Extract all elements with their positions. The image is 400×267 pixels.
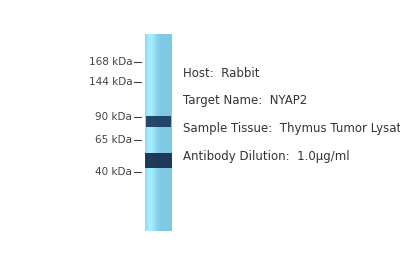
Text: 65 kDa: 65 kDa xyxy=(95,135,132,145)
Bar xyxy=(150,34,151,231)
Bar xyxy=(149,34,150,231)
Bar xyxy=(159,34,160,231)
Bar xyxy=(165,34,166,231)
Bar xyxy=(152,34,153,231)
Bar xyxy=(171,34,172,231)
Text: Host:  Rabbit: Host: Rabbit xyxy=(183,67,260,80)
Bar xyxy=(161,34,162,231)
Bar xyxy=(168,34,169,231)
Bar xyxy=(145,34,146,231)
Text: Target Name:  NYAP2: Target Name: NYAP2 xyxy=(183,95,308,107)
Bar xyxy=(155,34,156,231)
Bar xyxy=(158,34,159,231)
Bar xyxy=(146,153,172,168)
Bar xyxy=(144,34,145,231)
Bar xyxy=(162,34,163,231)
Bar xyxy=(154,34,155,231)
Bar xyxy=(164,34,165,231)
Bar xyxy=(163,34,164,231)
Bar xyxy=(151,34,152,231)
Bar xyxy=(170,34,171,231)
Bar xyxy=(148,34,149,231)
Bar xyxy=(156,34,157,231)
Text: Antibody Dilution:  1.0μg/ml: Antibody Dilution: 1.0μg/ml xyxy=(183,150,350,163)
Text: 40 kDa: 40 kDa xyxy=(95,167,132,177)
Bar xyxy=(147,34,148,231)
Bar xyxy=(146,116,171,127)
Bar xyxy=(160,34,161,231)
Bar xyxy=(157,34,158,231)
Text: 90 kDa: 90 kDa xyxy=(95,112,132,122)
Bar xyxy=(146,34,147,231)
Bar xyxy=(144,34,172,231)
Bar xyxy=(167,34,168,231)
Bar xyxy=(153,34,154,231)
Bar xyxy=(169,34,170,231)
Text: Sample Tissue:  Thymus Tumor Lysate: Sample Tissue: Thymus Tumor Lysate xyxy=(183,122,400,135)
Bar xyxy=(166,34,167,231)
Text: 168 kDa: 168 kDa xyxy=(88,57,132,67)
Text: 144 kDa: 144 kDa xyxy=(88,77,132,87)
